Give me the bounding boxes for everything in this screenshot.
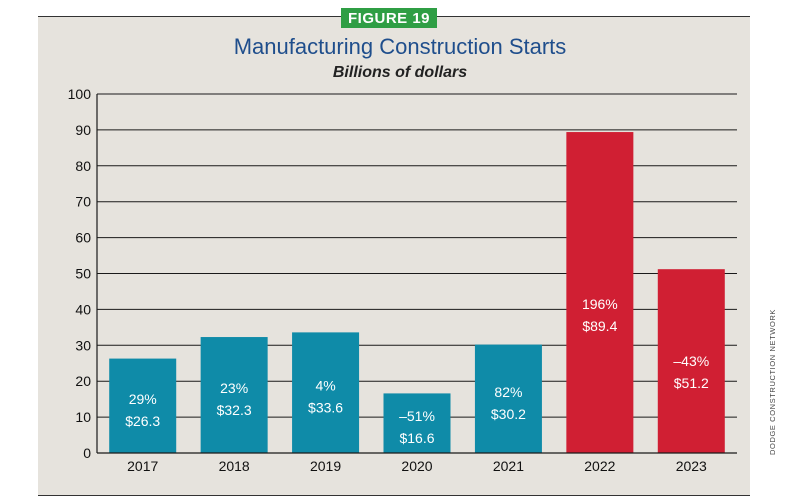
y-tick-label: 90 bbox=[75, 122, 91, 138]
bar bbox=[383, 393, 451, 453]
bar-pct-label: 82% bbox=[494, 384, 522, 400]
figure-badge: FIGURE 19 bbox=[341, 8, 437, 28]
y-axis-ticks: 0 10 20 30 40 50 60 70 80 90 100 bbox=[68, 86, 92, 461]
bar-value-label: $51.2 bbox=[674, 375, 709, 391]
bar bbox=[292, 332, 360, 453]
chart-title: Manufacturing Construction Starts bbox=[233, 34, 567, 59]
y-tick-label: 10 bbox=[75, 409, 91, 425]
bar-pct-label: –43% bbox=[673, 353, 709, 369]
x-tick-label: 2023 bbox=[676, 458, 707, 474]
bars: 29% $26.3 23% $32.3 4% $33.6 –51% $16.6 82% $30.2… bbox=[109, 132, 725, 453]
bar-value-label: $89.4 bbox=[582, 318, 617, 334]
x-axis-ticks: 2017 2018 2019 2020 2021 2022 2023 bbox=[127, 458, 707, 474]
y-tick-label: 50 bbox=[75, 266, 91, 282]
y-tick-label: 100 bbox=[68, 86, 92, 102]
bar bbox=[566, 132, 634, 453]
y-tick-label: 20 bbox=[75, 373, 91, 389]
y-tick-label: 40 bbox=[75, 301, 91, 317]
bar-value-label: $30.2 bbox=[491, 406, 526, 422]
y-tick-label: 70 bbox=[75, 194, 91, 210]
x-tick-label: 2022 bbox=[584, 458, 615, 474]
x-tick-label: 2018 bbox=[219, 458, 250, 474]
bar bbox=[200, 337, 268, 453]
bar-value-label: $32.3 bbox=[217, 402, 252, 418]
gridlines bbox=[97, 93, 737, 418]
bar-pct-label: –51% bbox=[399, 408, 435, 424]
bar bbox=[109, 358, 177, 453]
x-tick-label: 2020 bbox=[401, 458, 432, 474]
bar-pct-label: 196% bbox=[582, 296, 618, 312]
x-tick-label: 2017 bbox=[127, 458, 158, 474]
bar-value-label: $16.6 bbox=[399, 430, 434, 446]
x-tick-label: 2021 bbox=[493, 458, 524, 474]
bar-pct-label: 29% bbox=[129, 391, 157, 407]
bar bbox=[657, 269, 725, 453]
x-tick-label: 2019 bbox=[310, 458, 341, 474]
bottom-rule bbox=[38, 495, 750, 496]
bar-pct-label: 23% bbox=[220, 380, 248, 396]
y-tick-label: 30 bbox=[75, 337, 91, 353]
y-tick-label: 60 bbox=[75, 230, 91, 246]
y-tick-label: 0 bbox=[83, 445, 91, 461]
bar-pct-label: 4% bbox=[315, 378, 335, 394]
bar bbox=[474, 344, 542, 453]
chart-subtitle: Billions of dollars bbox=[332, 64, 468, 81]
bar-value-label: $26.3 bbox=[125, 413, 160, 429]
y-tick-label: 80 bbox=[75, 158, 91, 174]
bar-value-label: $33.6 bbox=[308, 400, 343, 416]
